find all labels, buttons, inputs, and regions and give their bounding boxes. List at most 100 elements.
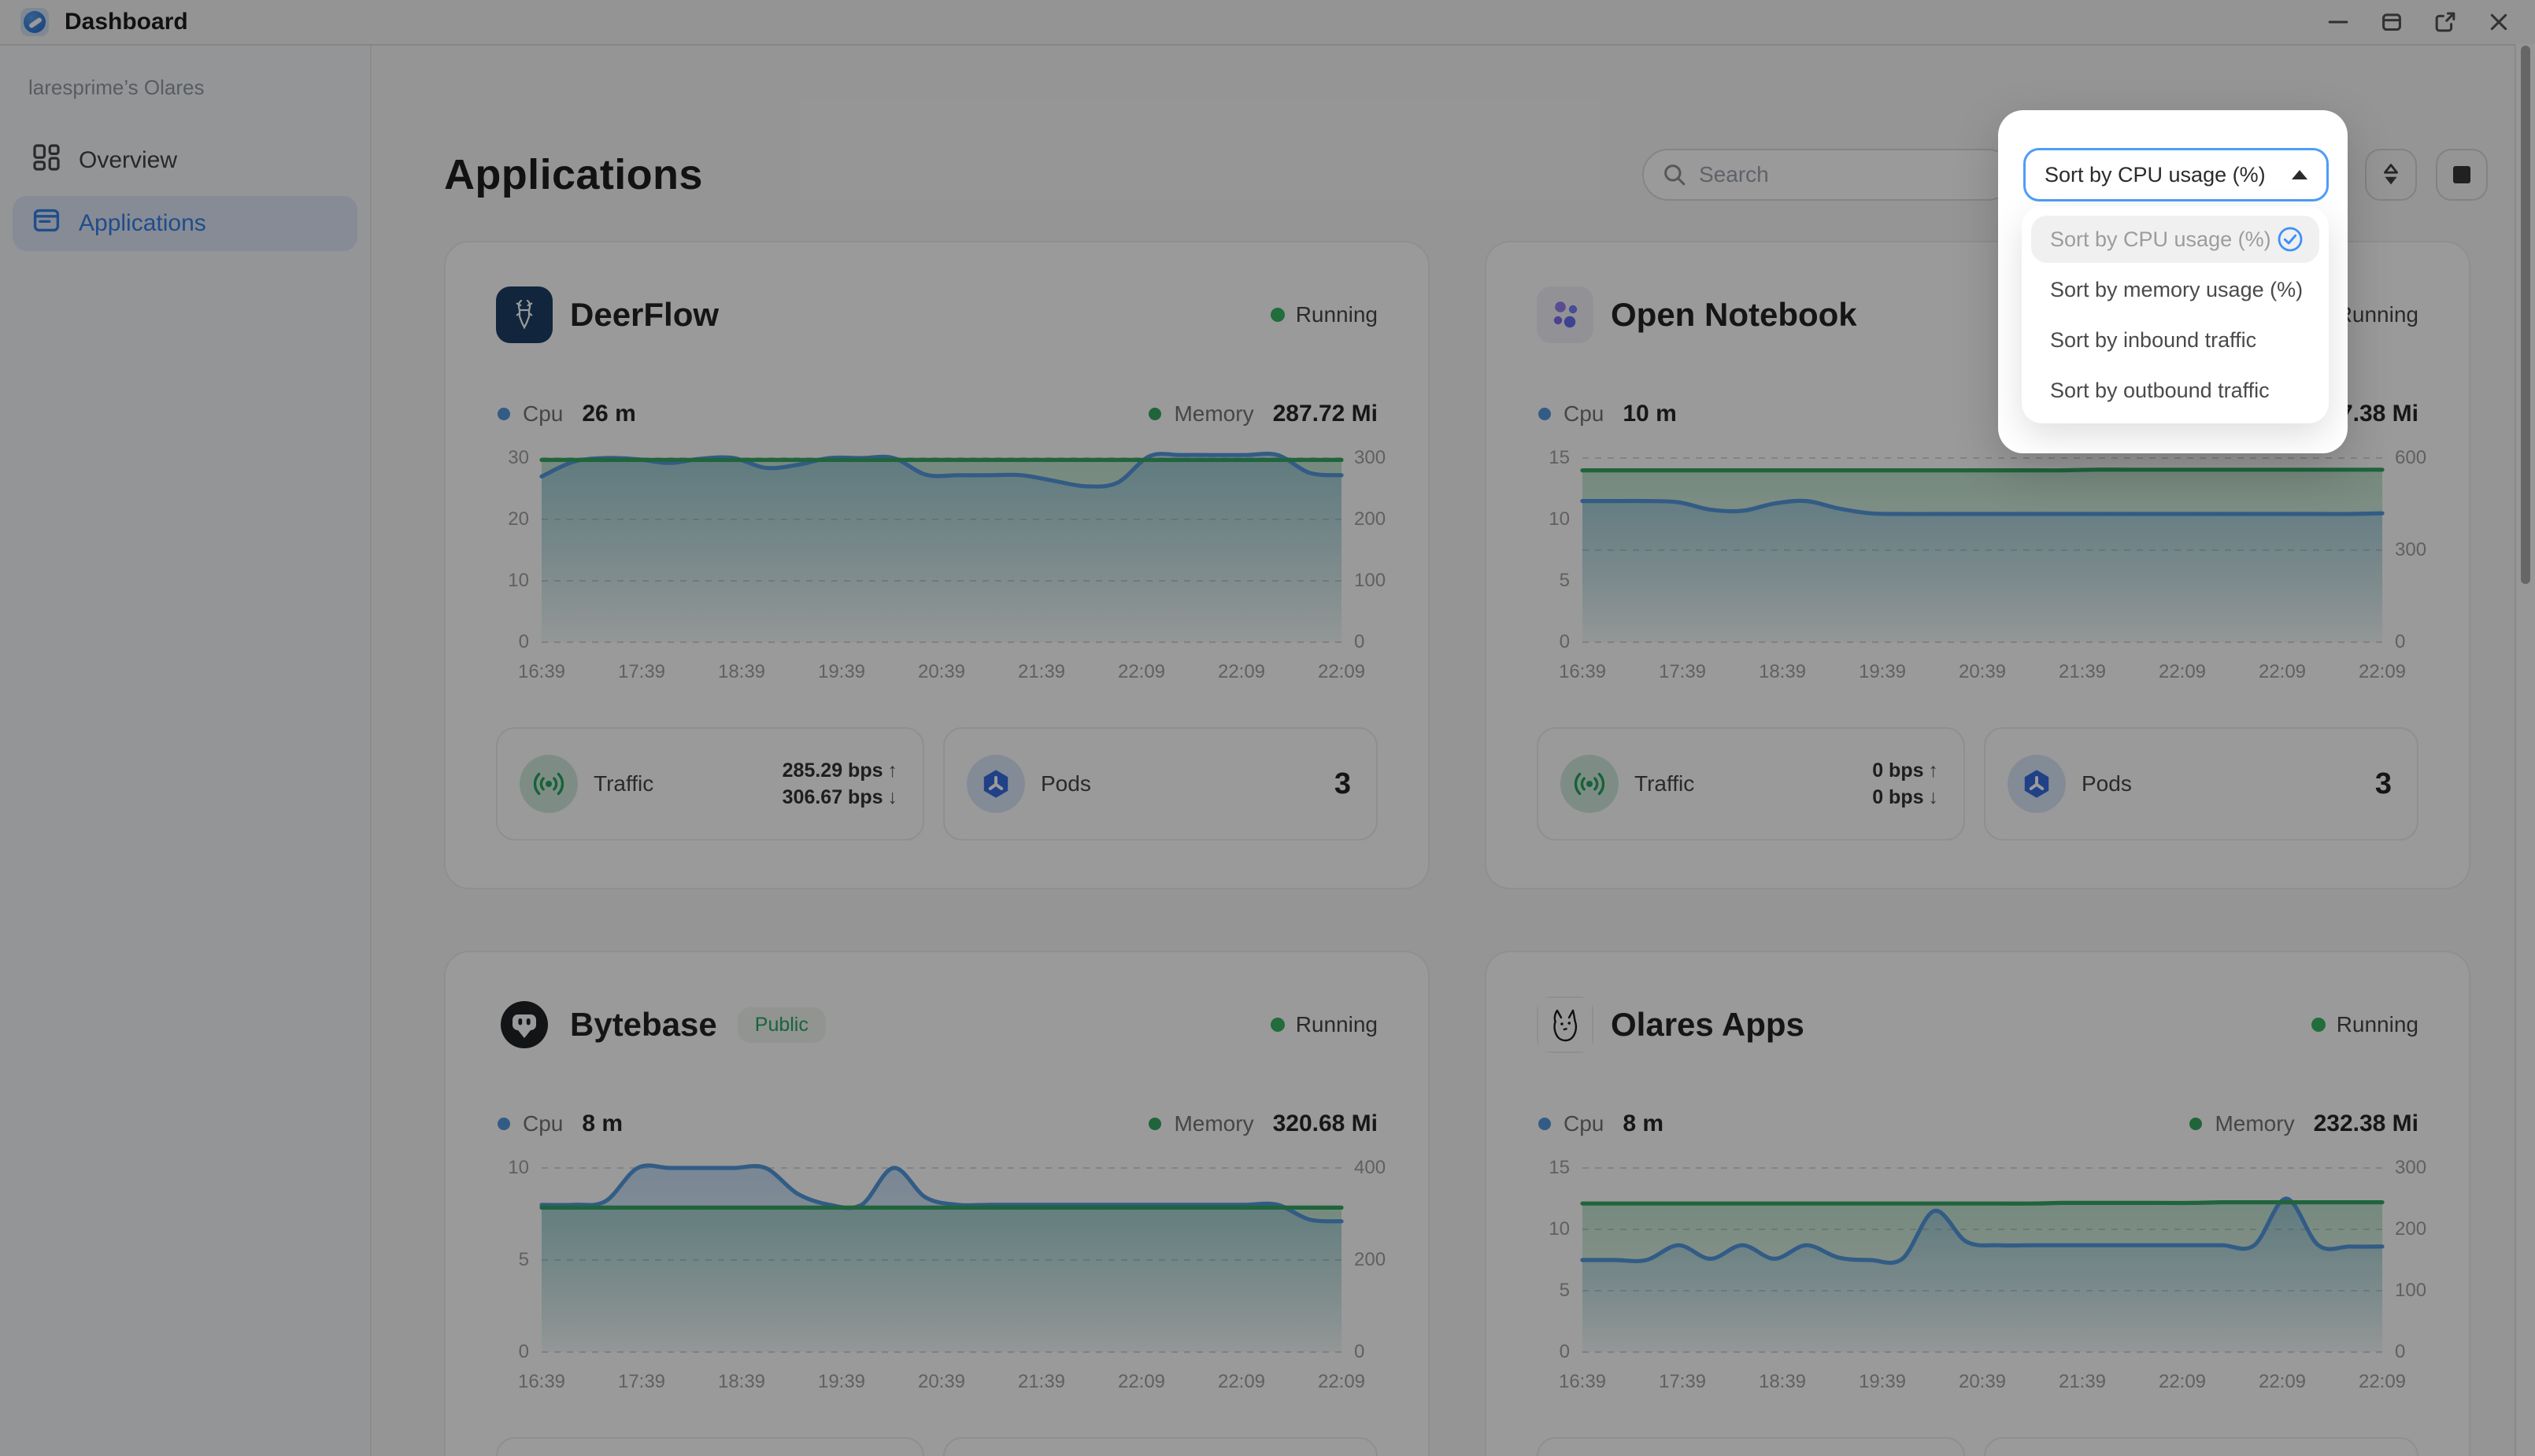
- y-axis-left-tick: 5: [518, 1249, 529, 1270]
- x-axis-tick: 16:39: [1558, 1371, 1607, 1392]
- cpu-value: 26 m: [582, 401, 636, 427]
- maximize-icon[interactable]: [2381, 11, 2403, 33]
- x-axis-tick: 17:39: [1658, 661, 1707, 682]
- x-axis-tick: 20:39: [917, 1371, 966, 1392]
- cpu-label: Cpu: [1564, 1111, 1604, 1136]
- x-axis: 16:39 17:39 18:39 19:39 20:39 21:39 22:09 22:09…: [518, 1371, 1365, 1393]
- chart-area: 0 10 20 30 0 100 200 300: [508, 447, 1386, 652]
- minimize-icon[interactable]: [2327, 11, 2349, 33]
- traffic-label: Traffic: [594, 771, 654, 796]
- y-axis-left-tick: 0: [1559, 631, 1570, 652]
- menu-item-sort-memory[interactable]: Sort by memory usage (%): [2050, 277, 2304, 301]
- sort-menu: Sort by CPU usage (%) Sort by memory usa…: [2022, 206, 2329, 423]
- close-icon[interactable]: [2488, 11, 2510, 33]
- y-axis-left-tick: 30: [508, 447, 529, 468]
- y-axis-right-tick: 300: [2395, 539, 2427, 560]
- traffic-tile[interactable]: Traffic 285.29 bps ↑ 306.67 bps ↓: [496, 727, 924, 841]
- app-card-olares-apps[interactable]: Olares Apps Running Cpu 8 m Memory 232.3…: [1485, 951, 2470, 1456]
- cpu-label: Cpu: [523, 401, 564, 426]
- usage-chart: [1580, 1167, 2385, 1353]
- dashboard-logo-icon: [20, 8, 49, 36]
- layout-toggle-button[interactable]: [2436, 149, 2488, 201]
- pods-value: 3: [2374, 767, 2392, 800]
- app-card-deerflow[interactable]: DeerFlow Running Cpu 26 m Memory 287.72 …: [444, 241, 1430, 889]
- titlebar: Dashboard: [0, 0, 2535, 46]
- pods-tile[interactable]: Pods 3: [1984, 727, 2418, 841]
- metric-tiles: Traffic 0 bps ↑ 0 bps ↓ Pods 3: [1537, 727, 2418, 841]
- app-name: Bytebase: [570, 1006, 717, 1043]
- arrow-up-icon: ↑: [887, 759, 898, 782]
- applications-icon: [33, 207, 60, 240]
- sidebar-item-overview[interactable]: Overview: [13, 133, 357, 188]
- x-axis-tick: 22:09: [1117, 661, 1166, 682]
- stats-row: Cpu 8 m Memory 320.68 Mi: [498, 1108, 1378, 1140]
- open-external-icon[interactable]: [2434, 11, 2456, 33]
- y-axis-right-tick: 100: [1354, 570, 1386, 591]
- cpu-value: 8 m: [1623, 1110, 1664, 1136]
- x-axis-tick: 21:39: [2058, 661, 2107, 682]
- metric-tiles: Traffic Pods: [1537, 1437, 2418, 1456]
- card-header: Bytebase Public Running: [496, 995, 1378, 1055]
- memory-value: 232.38 Mi: [2313, 1110, 2418, 1136]
- x-axis-tick: 22:09: [2258, 661, 2307, 682]
- main-content: Applications Search: [372, 44, 2535, 1456]
- y-axis-left-tick: 0: [1559, 1341, 1570, 1362]
- y-axis-right-tick: 300: [1354, 447, 1386, 468]
- sort-select[interactable]: Sort by CPU usage (%): [2023, 148, 2329, 201]
- card-header: DeerFlow Running: [496, 285, 1378, 345]
- status-label: Running: [1295, 1012, 1378, 1037]
- x-axis-tick: 22:09: [2158, 661, 2207, 682]
- y-axis-left-tick: 10: [1549, 508, 1570, 530]
- y-axis-right-tick: 200: [2395, 1218, 2427, 1240]
- x-axis-tick: 16:39: [517, 661, 566, 682]
- x-axis: 16:39 17:39 18:39 19:39 20:39 21:39 22:09 22:09…: [1559, 661, 2406, 683]
- cpu-dot: [1538, 408, 1551, 420]
- y-axis-left-tick: 15: [1549, 1157, 1570, 1178]
- x-axis-tick: 20:39: [1958, 1371, 2007, 1392]
- traffic-values: 0 bps ↑ 0 bps ↓: [1872, 759, 1939, 808]
- y-axis-left-tick: 20: [508, 508, 529, 530]
- app-name: DeerFlow: [570, 296, 720, 333]
- menu-item-sort-inbound[interactable]: Sort by inbound traffic: [2050, 327, 2257, 352]
- y-axis-right-tick: 100: [2395, 1280, 2427, 1301]
- usage-chart: [539, 1163, 1344, 1353]
- pods-value: 3: [1334, 767, 1351, 800]
- sidebar-item-label: Applications: [79, 210, 206, 236]
- sidebar: laresprime’s Olares Overview Application…: [0, 44, 372, 1456]
- sort-direction-button[interactable]: [2365, 149, 2417, 201]
- traffic-values: 285.29 bps ↑ 306.67 bps ↓: [782, 759, 898, 808]
- sidebar-item-applications[interactable]: Applications: [13, 196, 357, 251]
- menu-item-sort-outbound[interactable]: Sort by outbound traffic: [2050, 378, 2270, 402]
- x-axis-tick: 17:39: [617, 1371, 666, 1392]
- pods-label: Pods: [1041, 771, 1091, 796]
- traffic-tile[interactable]: Traffic: [1537, 1437, 1965, 1456]
- pods-tile[interactable]: Pods 3: [943, 727, 1378, 841]
- traffic-icon: [1560, 755, 1619, 813]
- y-axis-right-tick: 300: [2395, 1157, 2427, 1178]
- metric-tiles: Traffic 285.29 bps ↑ 306.67 bps ↓ Pods 3: [496, 727, 1378, 841]
- usage-chart: [539, 451, 1344, 643]
- y-axis-right-tick: 200: [1354, 508, 1386, 530]
- pods-tile[interactable]: Pods: [943, 1437, 1378, 1456]
- menu-item-sort-cpu[interactable]: Sort by CPU usage (%): [2031, 216, 2319, 263]
- x-axis-tick: 19:39: [817, 1371, 866, 1392]
- page-title: Applications: [444, 151, 703, 198]
- memory-dot: [2189, 1118, 2203, 1130]
- x-axis-tick: 22:09: [1217, 1371, 1266, 1392]
- x-axis-tick: 19:39: [1858, 661, 1907, 682]
- overview-icon: [33, 144, 60, 177]
- y-axis-right-tick: 0: [2395, 1341, 2406, 1362]
- scrollbar-thumb[interactable]: [2521, 46, 2530, 584]
- app-card-bytebase[interactable]: Bytebase Public Running Cpu 8 m Memory 3…: [444, 951, 1430, 1456]
- sort-popover: Sort by CPU usage (%) Sort by CPU usage …: [1998, 110, 2348, 453]
- scrollbar-track[interactable]: [2515, 44, 2535, 1456]
- chevron-up-icon: [2292, 170, 2307, 179]
- search-input[interactable]: Search: [1642, 149, 2014, 201]
- memory-dot: [1149, 1118, 1162, 1130]
- arrow-down-icon: ↓: [1928, 786, 1939, 808]
- public-badge: Public: [737, 1007, 826, 1043]
- traffic-tile[interactable]: Traffic 0 bps ↑ 0 bps ↓: [1537, 727, 1965, 841]
- x-axis-tick: 19:39: [1858, 1371, 1907, 1392]
- x-axis-tick: 17:39: [617, 661, 666, 682]
